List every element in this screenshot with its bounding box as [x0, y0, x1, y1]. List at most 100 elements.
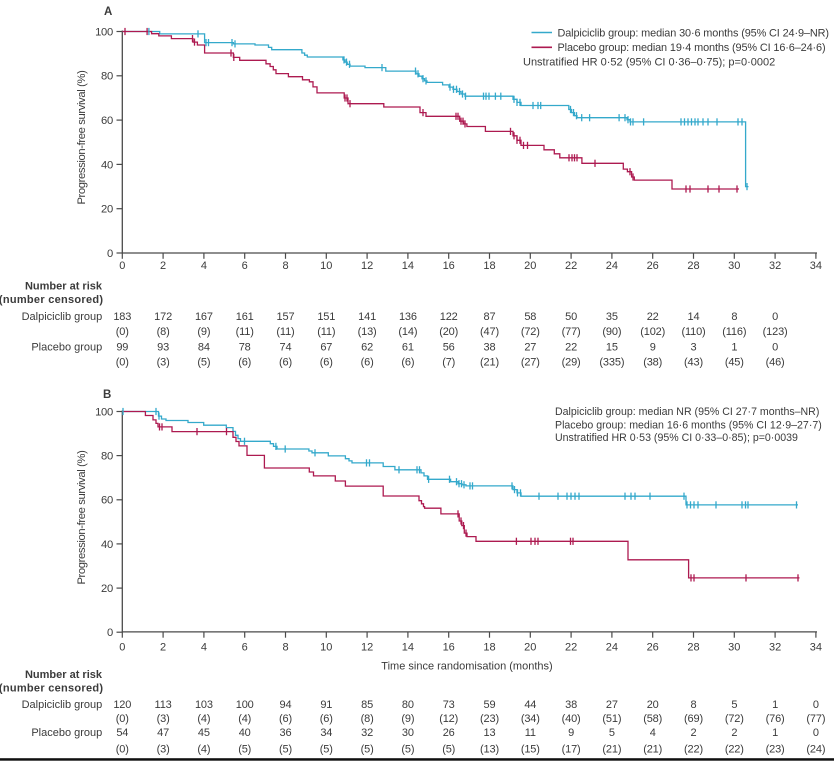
svg-text:157: 157 [277, 311, 295, 323]
svg-text:Unstratified HR 0·53 (95% CI 0: Unstratified HR 0·53 (95% CI 0·33–0·85);… [555, 432, 798, 444]
svg-text:18: 18 [483, 260, 495, 272]
svg-text:14: 14 [688, 311, 700, 323]
svg-text:Number at risk: Number at risk [25, 280, 103, 292]
svg-text:10: 10 [320, 642, 332, 654]
svg-text:(5): (5) [442, 743, 455, 755]
svg-text:167: 167 [195, 311, 213, 323]
svg-text:(90): (90) [602, 326, 621, 338]
svg-text:78: 78 [239, 341, 251, 353]
svg-text:16: 16 [443, 642, 455, 654]
svg-text:73: 73 [443, 699, 455, 711]
svg-text:(8): (8) [361, 713, 374, 725]
svg-text:40: 40 [101, 539, 113, 551]
svg-text:8: 8 [282, 642, 288, 654]
svg-text:34: 34 [810, 260, 822, 272]
svg-text:141: 141 [358, 311, 376, 323]
svg-text:(15): (15) [521, 743, 540, 755]
svg-text:(17): (17) [562, 743, 581, 755]
svg-text:(11): (11) [317, 326, 335, 338]
svg-text:(23): (23) [480, 713, 499, 725]
svg-text:2: 2 [691, 727, 697, 739]
svg-text:(69): (69) [684, 713, 703, 725]
svg-text:Progression-free survival (%): Progression-free survival (%) [76, 450, 88, 585]
svg-text:38: 38 [565, 699, 577, 711]
svg-text:99: 99 [116, 341, 128, 353]
svg-text:32: 32 [769, 260, 781, 272]
svg-text:9: 9 [650, 341, 656, 353]
svg-text:(23): (23) [766, 743, 785, 755]
svg-text:3: 3 [691, 341, 697, 353]
svg-text:(58): (58) [643, 713, 662, 725]
svg-text:26: 26 [647, 260, 659, 272]
svg-text:(6): (6) [279, 357, 292, 369]
svg-text:30: 30 [728, 642, 740, 654]
svg-text:100: 100 [95, 406, 113, 418]
svg-text:20: 20 [524, 260, 536, 272]
svg-text:(8): (8) [157, 326, 170, 338]
svg-text:8: 8 [691, 699, 697, 711]
svg-text:0: 0 [107, 627, 113, 639]
svg-text:(6): (6) [238, 357, 251, 369]
svg-text:8: 8 [282, 260, 288, 272]
svg-text:32: 32 [361, 727, 373, 739]
svg-text:9: 9 [568, 727, 574, 739]
svg-text:24: 24 [606, 642, 618, 654]
svg-text:47: 47 [157, 727, 169, 739]
svg-text:151: 151 [317, 311, 335, 323]
svg-text:20: 20 [101, 204, 113, 216]
svg-text:26: 26 [647, 642, 659, 654]
svg-text:103: 103 [195, 699, 213, 711]
svg-text:(110): (110) [681, 326, 705, 338]
svg-text:172: 172 [154, 311, 172, 323]
svg-text:(21): (21) [602, 743, 621, 755]
svg-text:(21): (21) [643, 743, 662, 755]
svg-text:(number censored): (number censored) [0, 682, 103, 694]
svg-text:(46): (46) [766, 357, 785, 369]
svg-text:(11): (11) [236, 326, 254, 338]
svg-text:80: 80 [101, 451, 113, 463]
svg-text:(13): (13) [480, 743, 499, 755]
svg-text:34: 34 [320, 727, 332, 739]
svg-text:(22): (22) [725, 743, 744, 755]
svg-text:(5): (5) [238, 743, 251, 755]
svg-text:B: B [103, 389, 111, 401]
svg-text:67: 67 [320, 341, 332, 353]
svg-text:1: 1 [772, 727, 778, 739]
svg-text:(0): (0) [116, 326, 129, 338]
svg-text:(20): (20) [439, 326, 458, 338]
svg-text:4: 4 [201, 642, 207, 654]
svg-text:93: 93 [157, 341, 169, 353]
svg-text:6: 6 [242, 642, 248, 654]
svg-text:36: 36 [280, 727, 292, 739]
svg-text:Placebo group: Placebo group [31, 341, 102, 353]
svg-text:(21): (21) [480, 357, 499, 369]
svg-text:0: 0 [119, 642, 125, 654]
svg-text:Time since randomisation (mont: Time since randomisation (months) [381, 661, 552, 673]
svg-text:2: 2 [160, 642, 166, 654]
svg-text:59: 59 [484, 699, 496, 711]
svg-text:0: 0 [772, 311, 778, 323]
svg-text:20: 20 [101, 583, 113, 595]
svg-text:(0): (0) [116, 357, 129, 369]
svg-text:18: 18 [483, 642, 495, 654]
svg-text:(6): (6) [320, 713, 333, 725]
svg-text:4: 4 [650, 727, 656, 739]
svg-text:(123): (123) [763, 326, 788, 338]
svg-text:(4): (4) [197, 743, 210, 755]
svg-text:26: 26 [443, 727, 455, 739]
svg-text:100: 100 [236, 699, 254, 711]
svg-text:(13): (13) [358, 326, 377, 338]
svg-text:(6): (6) [401, 357, 414, 369]
svg-text:30: 30 [402, 727, 414, 739]
svg-text:(5): (5) [361, 743, 374, 755]
svg-text:Placebo group: median 16·6 mon: Placebo group: median 16·6 months (95% C… [555, 419, 822, 431]
svg-text:22: 22 [565, 260, 577, 272]
svg-text:1: 1 [772, 699, 778, 711]
svg-text:22: 22 [565, 642, 577, 654]
svg-text:(102): (102) [640, 326, 665, 338]
svg-text:120: 120 [113, 699, 131, 711]
svg-text:11: 11 [525, 727, 536, 739]
svg-text:(7): (7) [442, 357, 455, 369]
svg-text:60: 60 [101, 115, 113, 127]
svg-text:8: 8 [731, 311, 737, 323]
